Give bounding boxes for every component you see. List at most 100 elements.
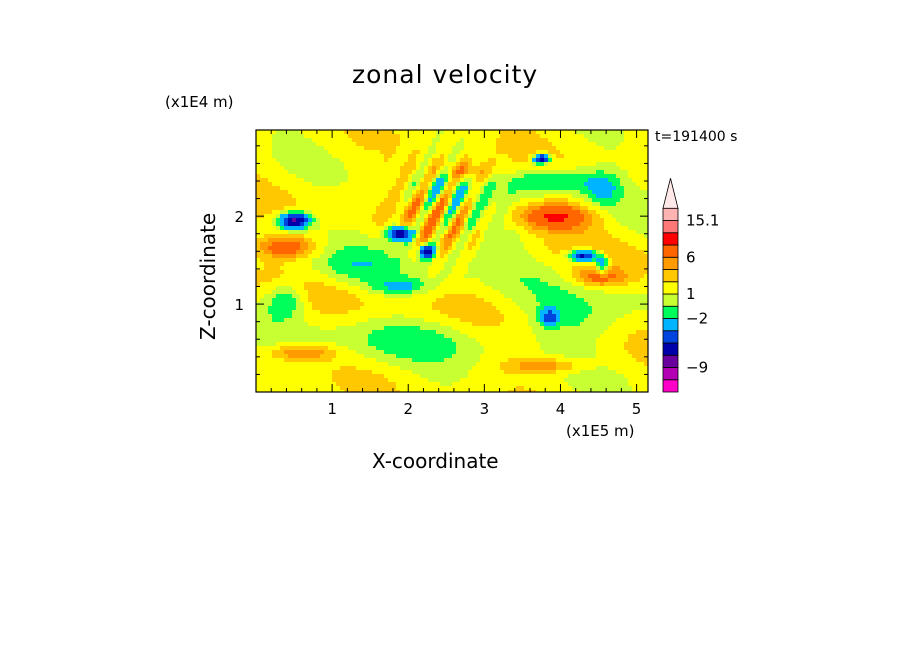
field-cell xyxy=(612,170,617,175)
field-cell xyxy=(272,222,277,227)
field-cell xyxy=(604,230,609,235)
field-cell xyxy=(396,194,401,199)
field-cell xyxy=(412,178,417,183)
field-cell xyxy=(316,222,321,227)
field-cell xyxy=(552,282,557,287)
field-cell xyxy=(584,186,589,191)
field-cell xyxy=(432,298,437,303)
field-cell xyxy=(296,326,301,331)
field-cell xyxy=(424,250,429,255)
field-cell xyxy=(524,170,529,175)
field-cell xyxy=(396,306,401,311)
field-cell xyxy=(604,142,609,147)
field-cell xyxy=(336,206,341,211)
field-cell xyxy=(300,230,305,235)
field-cell xyxy=(572,218,577,223)
field-cell xyxy=(632,250,637,255)
field-cell xyxy=(608,274,613,279)
field-cell xyxy=(544,178,549,183)
field-cell xyxy=(500,306,505,311)
field-cell xyxy=(288,298,293,303)
field-cell xyxy=(348,222,353,227)
field-cell xyxy=(272,206,277,211)
field-cell xyxy=(364,218,369,223)
field-cell xyxy=(604,298,609,303)
field-cell xyxy=(272,298,277,303)
field-cell xyxy=(452,330,457,335)
field-cell xyxy=(536,258,541,263)
field-cell xyxy=(560,282,565,287)
field-cell xyxy=(496,302,501,307)
field-cell xyxy=(272,158,277,163)
field-cell xyxy=(340,278,345,283)
field-cell xyxy=(352,314,357,319)
field-cell xyxy=(636,158,641,163)
field-cell xyxy=(636,222,641,227)
field-cell xyxy=(628,274,633,279)
field-cell xyxy=(368,146,373,151)
field-cell xyxy=(600,234,605,239)
field-cell xyxy=(472,162,477,167)
field-cell xyxy=(404,194,409,199)
field-cell xyxy=(496,186,501,191)
field-cell xyxy=(488,190,493,195)
field-cell xyxy=(628,262,633,267)
field-cell xyxy=(440,146,445,151)
field-cell xyxy=(476,318,481,323)
field-cell xyxy=(424,170,429,175)
field-cell xyxy=(480,318,485,323)
field-cell xyxy=(332,314,337,319)
field-cell xyxy=(512,130,517,135)
field-cell xyxy=(444,138,449,143)
field-cell xyxy=(388,130,393,135)
field-cell xyxy=(576,230,581,235)
field-cell xyxy=(368,250,373,255)
field-cell xyxy=(300,210,305,215)
field-cell xyxy=(536,274,541,279)
field-cell xyxy=(392,254,397,259)
field-cell xyxy=(508,322,513,327)
field-cell xyxy=(592,186,597,191)
field-cell xyxy=(380,154,385,159)
field-cell xyxy=(304,318,309,323)
field-cell xyxy=(472,134,477,139)
field-cell xyxy=(432,286,437,291)
field-cell xyxy=(292,290,297,295)
field-cell xyxy=(256,178,261,183)
field-cell xyxy=(516,322,521,327)
field-cell xyxy=(356,226,361,231)
field-cell xyxy=(300,198,305,203)
field-cell xyxy=(416,222,421,227)
field-cell xyxy=(636,302,641,307)
field-cell xyxy=(356,186,361,191)
field-cell xyxy=(436,222,441,227)
field-cell xyxy=(436,250,441,255)
field-cell xyxy=(508,242,513,247)
field-cell xyxy=(348,154,353,159)
field-cell xyxy=(452,194,457,199)
field-cell xyxy=(628,242,633,247)
field-cell xyxy=(380,310,385,315)
field-cell xyxy=(300,154,305,159)
field-cell xyxy=(644,194,648,199)
field-cell xyxy=(280,330,285,335)
field-cell xyxy=(384,194,389,199)
field-cell xyxy=(440,298,445,303)
field-cell xyxy=(624,238,629,243)
field-cell xyxy=(584,314,589,319)
field-cell xyxy=(584,246,589,251)
field-cell xyxy=(496,250,501,255)
field-cell xyxy=(500,246,505,251)
field-cell xyxy=(380,290,385,295)
field-cell xyxy=(440,250,445,255)
field-cell xyxy=(472,282,477,287)
field-cell xyxy=(624,218,629,223)
field-cell xyxy=(384,310,389,315)
field-cell xyxy=(432,302,437,307)
field-cell xyxy=(544,246,549,251)
field-cell xyxy=(596,250,601,255)
field-cell xyxy=(528,198,533,203)
field-cell xyxy=(540,310,545,315)
field-cell xyxy=(356,198,361,203)
field-cell xyxy=(392,210,397,215)
